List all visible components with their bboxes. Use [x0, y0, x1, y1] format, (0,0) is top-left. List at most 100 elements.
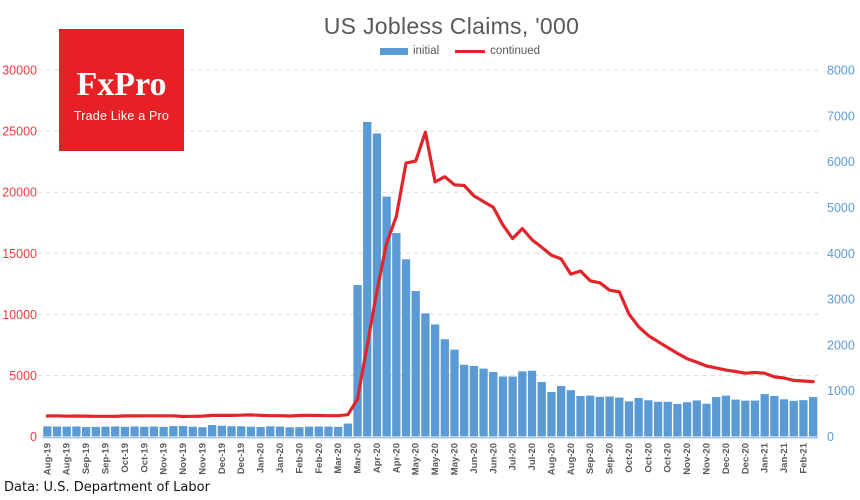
- bar-initial: [304, 426, 314, 437]
- bar-initial: [72, 426, 81, 437]
- bar-initial: [149, 426, 159, 437]
- fxpro-logo: FxPro Trade Like a Pro: [59, 29, 184, 151]
- bar-initial: [537, 381, 546, 437]
- bar-initial: [363, 121, 372, 437]
- x-axis-tick-label: Oct-19: [120, 443, 131, 473]
- bar-initial: [324, 426, 333, 437]
- bar-initial: [81, 427, 91, 437]
- bar-initial: [644, 400, 653, 437]
- x-axis-tick-label: Nov-20: [702, 443, 713, 475]
- x-axis-tick-label: Feb-21: [799, 442, 810, 473]
- x-axis-tick-label: Aug-19: [62, 443, 73, 475]
- legend-label-initial: initial: [412, 45, 440, 57]
- bar-initial: [237, 426, 246, 437]
- bar-initial: [508, 376, 517, 437]
- x-axis-tick-label: Jan-21: [760, 442, 771, 473]
- bar-initial: [518, 371, 527, 437]
- x-axis-tick-label: May-20: [450, 443, 461, 475]
- bar-initial: [256, 427, 265, 437]
- bar-initial: [498, 376, 508, 437]
- bar-initial: [770, 395, 779, 437]
- bar-initial: [595, 396, 605, 437]
- bar-initial: [712, 397, 721, 437]
- bar-initial: [760, 394, 769, 437]
- x-axis-tick-label: Jun-20: [469, 443, 480, 474]
- bar-initial: [731, 399, 740, 437]
- right-axis-tick-label: 8000: [827, 64, 855, 78]
- x-axis-tick-label: Nov-19: [178, 443, 189, 475]
- bar-initial: [527, 370, 537, 437]
- fxpro-logo-tagline: Trade Like a Pro: [73, 108, 170, 123]
- left-axis-tick-label: 30000: [2, 64, 37, 78]
- bar-initial: [789, 400, 798, 437]
- right-axis-tick-label: 5000: [827, 201, 855, 215]
- bar-initial: [489, 372, 498, 437]
- x-axis-tick-label: Mar-20: [333, 443, 344, 474]
- bar-initial: [314, 426, 323, 437]
- x-axis-tick-label: Jul-20: [508, 443, 519, 470]
- bar-initial: [721, 395, 731, 437]
- bar-initial: [809, 397, 818, 437]
- x-axis-tick-label: Mar-20: [353, 443, 364, 474]
- bar-initial: [130, 426, 139, 437]
- x-axis-tick-label: Aug-19: [42, 443, 53, 475]
- bar-initial: [169, 426, 178, 437]
- x-axis-tick-label: May-20: [411, 443, 422, 475]
- bar-initial: [692, 400, 701, 437]
- left-axis-tick-label: 5000: [9, 369, 37, 383]
- bar-initial: [615, 397, 624, 437]
- x-axis-tick-label: Jan-20: [256, 443, 267, 473]
- chart-title: US Jobless Claims, '000: [323, 13, 580, 39]
- x-axis-tick-label: Apr-20: [372, 443, 383, 473]
- bar-initial: [91, 426, 100, 437]
- right-axis-tick-label: 6000: [827, 155, 855, 169]
- bar-initial: [207, 424, 217, 437]
- bar-initial: [159, 426, 168, 437]
- x-axis-tick-label: Jul-20: [527, 443, 538, 470]
- left-axis-tick-label: 15000: [2, 247, 37, 261]
- bar-initial: [43, 426, 52, 437]
- bar-initial: [750, 400, 760, 437]
- bar-initial: [673, 403, 682, 437]
- bar-initial: [624, 401, 634, 437]
- left-axis-tick-label: 25000: [2, 125, 37, 139]
- bar-initial: [120, 426, 130, 437]
- bar-initial: [799, 400, 808, 437]
- legend-label-continued: continued: [490, 45, 541, 57]
- bar-initial: [178, 426, 188, 437]
- chart-legend: initial continued: [0, 45, 860, 57]
- bar-initial: [62, 426, 71, 437]
- bar-initial: [547, 392, 556, 437]
- x-axis-tick-label: Nov-19: [159, 443, 170, 475]
- x-axis-tick-label: Apr-20: [391, 443, 402, 473]
- right-axis-tick-label: 0: [827, 430, 834, 444]
- x-axis-tick-label: Dec-20: [740, 443, 751, 474]
- bar-initial: [779, 399, 789, 437]
- bar-initial: [469, 365, 479, 437]
- bar-initial: [334, 426, 343, 437]
- right-axis-tick-label: 2000: [827, 338, 855, 352]
- x-axis-tick-label: Nov-19: [197, 443, 208, 475]
- left-axis-tick-label: 20000: [2, 186, 37, 200]
- bar-initial: [227, 426, 236, 437]
- x-axis-tick-label: Feb-20: [314, 443, 325, 474]
- x-axis-tick-label: Jan-20: [275, 443, 286, 473]
- bar-initial: [421, 313, 430, 437]
- left-axis-tick-label: 0: [30, 430, 37, 444]
- x-axis-tick-label: Dec-20: [721, 443, 732, 474]
- bar-initial: [285, 427, 294, 437]
- bar-initial: [450, 349, 459, 437]
- bar-initial: [101, 426, 110, 437]
- right-axis-tick-label: 4000: [827, 247, 855, 261]
- bar-initial: [140, 426, 149, 437]
- x-axis-tick-label: Sep-20: [605, 443, 616, 474]
- bar-initial: [566, 390, 575, 437]
- right-axis-tick-label: 1000: [827, 384, 855, 398]
- bar-initial: [266, 426, 275, 437]
- bar-initial: [430, 324, 440, 437]
- bar-initial: [188, 426, 197, 437]
- bar-initial: [702, 403, 711, 437]
- bar-initial: [460, 364, 469, 437]
- x-axis-tick-label: Sep-19: [81, 443, 92, 474]
- bar-initial: [198, 427, 207, 437]
